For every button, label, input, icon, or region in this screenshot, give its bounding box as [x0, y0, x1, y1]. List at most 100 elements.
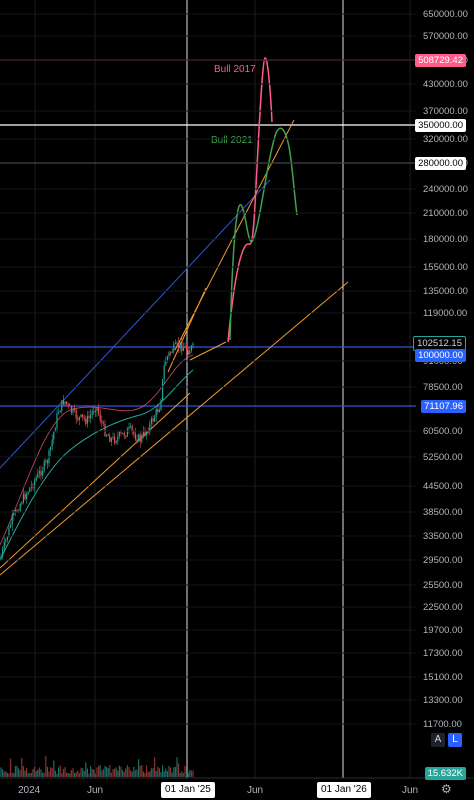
price-axis-label: 11700.00	[423, 719, 462, 730]
volume-bar	[136, 769, 138, 777]
candle-body	[93, 411, 95, 413]
volume-bar	[59, 765, 61, 777]
price-axis[interactable]: 650000.00570000.00500000.00430000.003700…	[0, 9, 468, 730]
volume-bar	[86, 768, 88, 777]
volume-bar	[96, 767, 98, 777]
lower-support-line-2[interactable]	[0, 392, 191, 569]
volume-bar	[123, 771, 125, 777]
fan-line-3[interactable]	[189, 341, 227, 361]
candle-body	[162, 379, 164, 400]
candle-body	[184, 346, 186, 348]
candle-body	[99, 413, 101, 421]
candle-body	[168, 352, 170, 357]
volume-bar	[45, 756, 47, 777]
candle-body	[83, 416, 85, 419]
candle-body	[72, 409, 74, 413]
volume-bar	[128, 767, 130, 777]
price-axis-label: 29500.00	[423, 555, 463, 566]
candle-body	[43, 461, 45, 471]
price-axis-label: 33500.00	[423, 531, 463, 542]
volume-bar	[184, 765, 186, 777]
volume-bar	[160, 772, 162, 777]
candle-body	[10, 525, 12, 528]
volume-bar	[146, 765, 148, 777]
auto-scale-button[interactable]: A	[431, 733, 445, 747]
candle-body	[146, 430, 148, 436]
candle-body	[147, 430, 149, 433]
candle-body	[120, 432, 122, 434]
price-axis-label: 180000.00	[423, 234, 468, 245]
volume-bar	[106, 767, 108, 777]
volume-bar	[110, 772, 112, 777]
candle-body	[109, 435, 111, 442]
volume-bar	[18, 768, 20, 777]
volume-bar	[22, 766, 24, 777]
volume-bar	[170, 767, 172, 777]
volume-bar	[115, 767, 117, 777]
volume-bar	[182, 772, 184, 777]
candle-body	[46, 460, 48, 464]
volume-bar	[21, 757, 23, 777]
candle-body	[149, 423, 151, 433]
candle-body	[131, 425, 133, 431]
candle-body	[14, 510, 16, 513]
price-axis-label: 430000.00	[423, 79, 468, 90]
candle-body	[27, 491, 29, 494]
volume-bar	[26, 768, 28, 777]
candle-body	[74, 409, 76, 411]
candle-body	[67, 404, 69, 406]
volume-bar	[142, 771, 144, 777]
volume-bar	[189, 770, 191, 777]
candle-body	[187, 350, 189, 355]
volume-bar	[11, 772, 13, 777]
candle-body	[3, 541, 5, 549]
price-axis-label: 38500.00	[423, 507, 463, 518]
candle-body	[106, 435, 108, 437]
candle-body	[75, 409, 77, 419]
volume-bar	[24, 770, 26, 777]
candle-body	[16, 510, 18, 512]
bull2017-projection-path[interactable]	[227, 57, 273, 343]
volume-bar	[3, 771, 5, 777]
volume-bar	[54, 770, 56, 777]
volume-bar	[40, 769, 42, 777]
gear-icon[interactable]: ⚙	[441, 782, 452, 796]
candle-body	[173, 343, 175, 352]
log-scale-button[interactable]: L	[448, 733, 462, 747]
candle-body	[181, 341, 183, 352]
lower-support-line-1[interactable]	[0, 281, 349, 576]
candle-body	[152, 418, 154, 422]
volume-bar	[126, 765, 128, 777]
volume-bar	[27, 773, 29, 777]
candle-body	[38, 470, 40, 474]
volume-bar	[149, 771, 151, 777]
volume-bar	[192, 770, 194, 777]
candle-body	[88, 416, 90, 419]
candle-body	[186, 346, 188, 351]
candle-body	[8, 527, 10, 537]
candle-body	[155, 409, 157, 417]
candle-body	[141, 435, 143, 442]
volume-bar	[187, 772, 189, 777]
volume-bar	[99, 765, 101, 777]
candle-body	[125, 436, 127, 438]
candle-body	[189, 350, 191, 355]
volume-bar	[114, 768, 116, 777]
bull2021-projection-path[interactable]	[229, 127, 298, 341]
candle-body	[13, 512, 15, 516]
candle-body	[61, 400, 63, 411]
candle-body	[69, 404, 71, 407]
volume-bar	[168, 765, 170, 777]
volume-bar	[69, 773, 71, 777]
volume-bar	[101, 770, 103, 777]
volume-bar	[83, 771, 85, 777]
volume-bar	[112, 769, 114, 777]
candle-body	[22, 493, 24, 504]
price-axis-label: 370000.00	[423, 106, 468, 117]
volume-bar	[32, 769, 34, 777]
time-label-jun-3: Jun	[402, 785, 418, 796]
volume-bar	[70, 770, 72, 777]
upper-channel-line[interactable]	[0, 179, 271, 469]
candle-body	[130, 425, 132, 427]
